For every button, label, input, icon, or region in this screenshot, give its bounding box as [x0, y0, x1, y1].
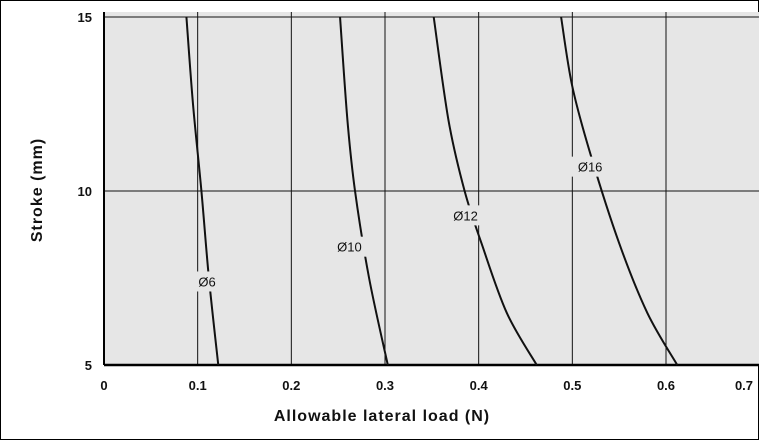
y-tick-label: 15: [78, 10, 92, 25]
x-tick-label: 0: [100, 378, 107, 393]
x-tick-label: 0.5: [563, 378, 581, 393]
series-label-bg: [571, 156, 610, 177]
series-label: Ø16: [578, 160, 603, 175]
x-tick-label: 0.3: [376, 378, 394, 393]
x-tick-label: 0.7: [735, 378, 753, 393]
x-tick-label: 0.1: [189, 378, 207, 393]
series-label-bg: [188, 271, 227, 292]
series-label-bg: [446, 205, 485, 226]
series-label: Ø12: [453, 208, 478, 223]
plot-background: [104, 12, 759, 365]
y-tick-label: 10: [78, 184, 92, 199]
series-label-bg: [330, 236, 369, 257]
y-axis-title: Stroke (mm): [29, 138, 46, 242]
x-tick-label: 0.6: [657, 378, 675, 393]
series-line-4: [560, 16, 679, 366]
series-label: Ø6: [198, 274, 215, 289]
series-label: Ø10: [337, 240, 362, 255]
x-tick-label: 0.2: [282, 378, 300, 393]
x-tick-label: 0.4: [470, 378, 489, 393]
series-line-2: [339, 16, 389, 366]
x-axis-title: Allowable lateral load (N): [274, 408, 490, 425]
y-tick-label: 5: [85, 358, 92, 373]
series-line-1: [185, 16, 220, 366]
